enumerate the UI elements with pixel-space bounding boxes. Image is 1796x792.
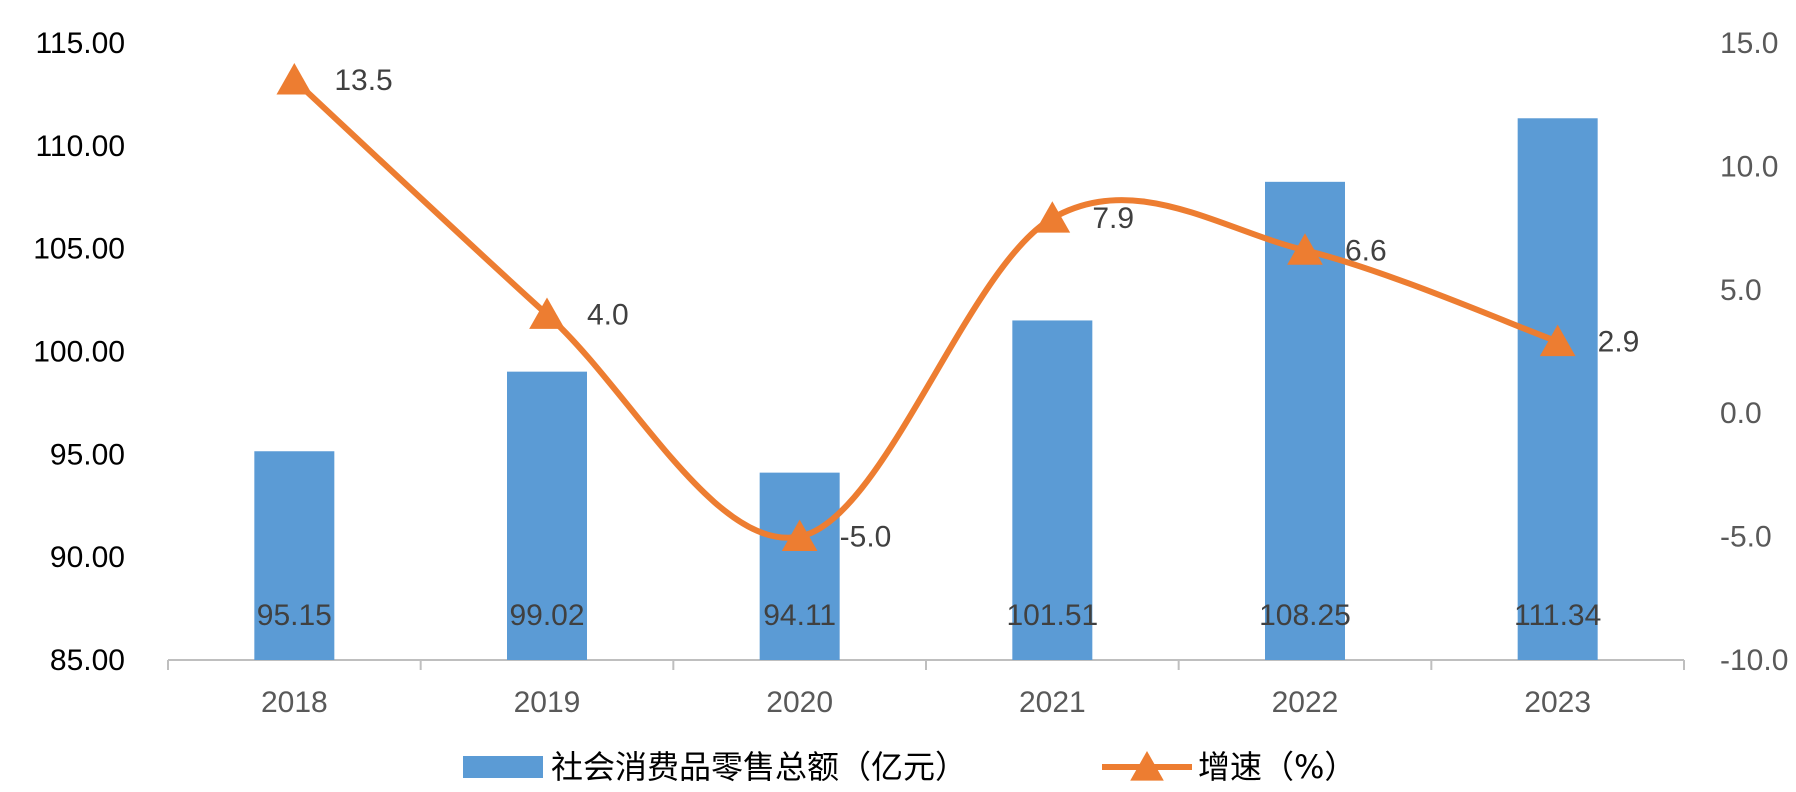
line-data-label: 13.5 [334,64,392,97]
line-data-label: -5.0 [840,521,892,554]
x-tick-label: 2020 [766,686,833,719]
y-left-tick-label: 100.00 [33,336,125,369]
y-right-tick-label: 15.0 [1720,27,1778,60]
line-marker [276,63,313,95]
y-left-tick-label: 90.00 [50,541,125,574]
growth-line [292,77,1559,541]
line-marker [1287,233,1323,265]
y-right-tick-label: 5.0 [1720,274,1762,307]
y-left-tick-label: 85.00 [50,644,125,677]
y-axis-right: -10.0 -5.0 0.0 5.0 10.0 15.0 [1720,27,1788,677]
bar [1517,118,1598,661]
y-right-tick-label: 0.0 [1720,397,1762,430]
line-marker [1539,324,1576,357]
bar-data-label: 111.34 [1514,599,1601,632]
bar-series [254,118,1598,661]
bar [1012,320,1093,660]
legend-label-bar: 社会消费品零售总额（亿元） [551,748,967,786]
line-marker [1034,201,1071,233]
line-data-label: 2.9 [1598,326,1640,359]
line-marker [781,519,818,552]
y-right-tick-label: -10.0 [1720,644,1788,677]
bar-data-label: 99.02 [509,599,584,632]
bar-data-labels: 95.15 99.02 94.11 101.51 108.25 111.34 [257,599,1602,632]
x-tick-label: 2022 [1272,686,1339,719]
y-left-tick-label: 110.00 [35,130,125,163]
y-axis-left: 85.00 90.00 95.00 100.00 105.00 110.00 115.00 [33,27,125,677]
bar [759,472,840,660]
line-data-labels: 13.5 4.0 -5.0 7.9 6.6 2.9 [334,64,1639,554]
x-tick-label: 2019 [514,686,581,719]
x-axis: 2018 2019 2020 2021 2022 2023 [167,659,1685,719]
bar-data-label: 94.11 [763,599,836,632]
y-left-tick-label: 115.00 [35,27,125,60]
x-tick-label: 2023 [1524,686,1591,719]
line-data-label: 4.0 [587,298,629,331]
legend-swatch-bar [463,756,543,778]
legend-swatch-marker [1130,751,1164,781]
bar-data-label: 108.25 [1259,599,1351,632]
legend-label-line: 增速（%） [1198,748,1356,786]
bar-data-label: 95.15 [257,599,332,632]
bar [254,451,335,660]
bar [507,371,587,660]
legend: 社会消费品零售总额（亿元） 增速（%） [463,748,1356,786]
y-left-tick-label: 95.00 [50,438,125,471]
line-marker [529,297,565,329]
line-data-label: 6.6 [1345,234,1387,267]
y-right-tick-label: 10.0 [1720,150,1778,183]
line-data-label: 7.9 [1092,202,1134,235]
bar-data-label: 101.51 [1006,599,1098,632]
x-tick-label: 2018 [261,686,328,719]
x-tick-label: 2021 [1019,686,1086,719]
y-left-tick-label: 105.00 [33,233,125,266]
line-series [276,63,1576,552]
y-right-tick-label: -5.0 [1720,521,1772,554]
